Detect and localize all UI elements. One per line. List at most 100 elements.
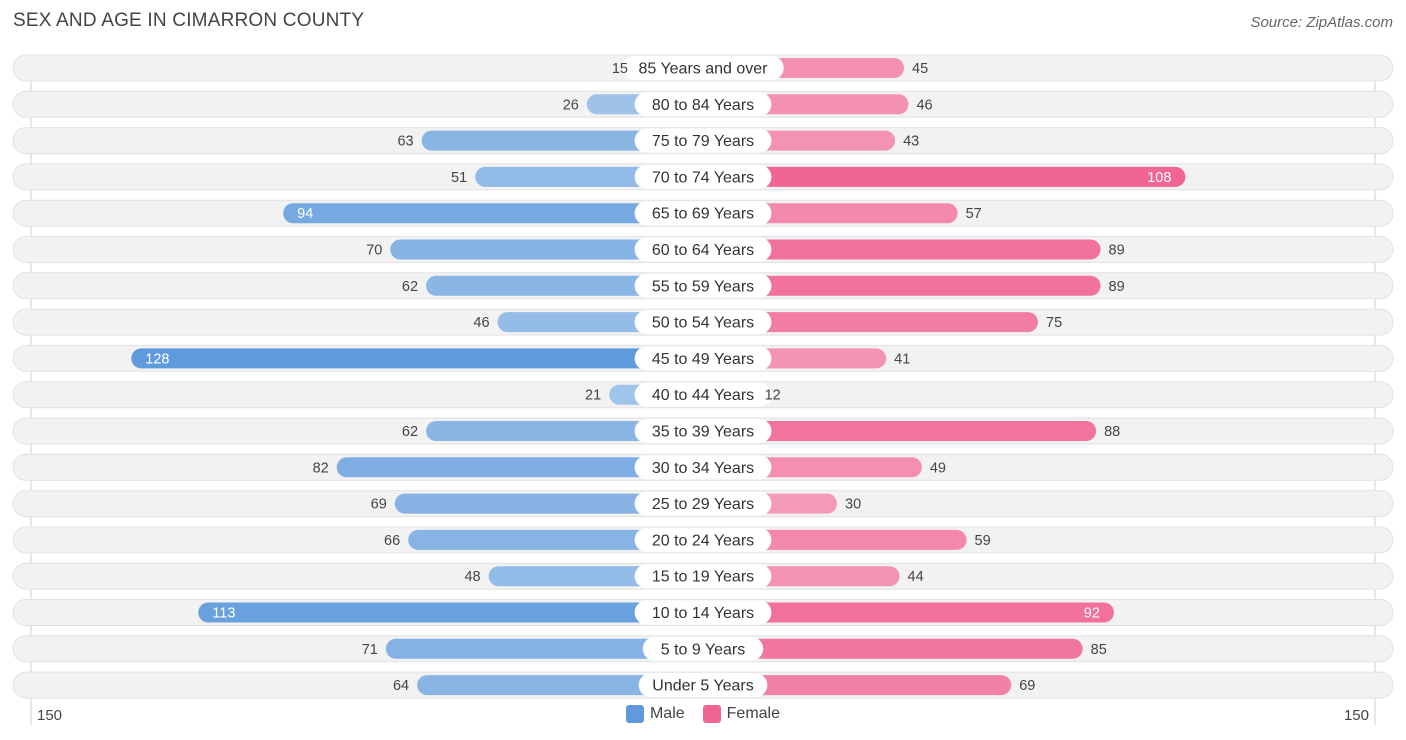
row-label: 50 to 54 Years [652, 315, 754, 332]
value-label-female: 44 [908, 569, 924, 585]
row-label-pill [634, 273, 772, 298]
value-label-female: 75 [1046, 315, 1062, 331]
chart-row: 5 to 9 Years 71 85 [12, 635, 1394, 663]
bar-female [703, 166, 1186, 187]
value-label-male: 48 [464, 569, 480, 585]
value-label-female: 46 [916, 97, 932, 113]
value-label-male: 82 [313, 460, 329, 476]
chart-row: 35 to 39 Years 62 88 [12, 417, 1394, 445]
row-label: 5 to 9 Years [661, 641, 746, 658]
row-label-pill [634, 527, 772, 552]
chart-row: 10 to 14 Years 113 92 [12, 599, 1394, 626]
bar-female [703, 421, 1097, 441]
bar-male [283, 203, 703, 224]
bar-male [131, 348, 703, 369]
bar-male [394, 493, 703, 514]
bar-male [426, 275, 703, 296]
row-label: 55 to 59 Years [652, 278, 754, 295]
bar-male [336, 457, 703, 478]
bar-female [703, 602, 1114, 623]
chart-row: 80 to 84 Years 26 46 [12, 90, 1394, 118]
legend-item-male[interactable]: Male [625, 705, 685, 723]
row-label: 80 to 84 Years [652, 97, 754, 114]
chart-row: 40 to 44 Years 21 12 [12, 381, 1394, 409]
value-label-male: 71 [362, 642, 378, 658]
chart-row: 70 to 74 Years 51 108 [12, 163, 1394, 191]
value-label-male: 113 [212, 606, 235, 622]
value-label-female: 69 [1019, 678, 1035, 694]
bar-male [408, 529, 703, 550]
chart-row: 45 to 49 Years 128 41 [12, 344, 1394, 372]
source-credit: Source: ZipAtlas.com [1250, 14, 1393, 31]
row-label-pill [634, 382, 772, 407]
bar-female [703, 275, 1101, 296]
value-label-male: 62 [402, 424, 418, 440]
value-label-female: 41 [894, 351, 910, 367]
value-label-female: 108 [1147, 170, 1171, 186]
row-label: 45 to 49 Years [652, 351, 754, 368]
value-label-female: 43 [903, 134, 919, 150]
value-label-male: 128 [145, 351, 169, 367]
chart-row: 65 to 69 Years 94 57 [12, 199, 1394, 227]
bar-male [198, 602, 703, 623]
row-label: 65 to 69 Years [652, 206, 754, 223]
row-label-pill [634, 419, 772, 443]
chart-row: 50 to 54 Years 46 75 [12, 308, 1394, 336]
row-label: 35 to 39 Years [652, 424, 754, 441]
row-label: 40 to 44 Years [652, 387, 754, 404]
value-label-female: 89 [1109, 243, 1125, 259]
value-label-male: 66 [384, 533, 400, 549]
row-label: 10 to 14 Years [652, 605, 754, 622]
row-label: 60 to 64 Years [652, 242, 754, 259]
value-label-female: 92 [1084, 606, 1100, 622]
row-label-pill [634, 164, 772, 189]
row-label-pill [642, 636, 764, 661]
row-label-pill [634, 564, 772, 589]
bar-female [703, 239, 1101, 260]
value-label-male: 26 [563, 97, 579, 113]
bar-male [421, 130, 703, 151]
row-label-pill [622, 56, 784, 80]
row-label-pill [634, 237, 772, 262]
chart-row: 55 to 59 Years 62 89 [12, 272, 1394, 300]
chart-row: 85 Years and over 15 45 [12, 54, 1394, 82]
value-label-male: 51 [451, 170, 467, 186]
row-label: 30 to 34 Years [652, 460, 754, 477]
row-label: 25 to 29 Years [652, 496, 754, 513]
value-label-male: 15 [612, 61, 628, 77]
bar-male [390, 239, 703, 260]
value-label-female: 12 [765, 388, 781, 404]
row-label: Under 5 Years [652, 678, 753, 695]
legend-label-male: Male [649, 705, 685, 722]
value-label-female: 89 [1109, 279, 1125, 295]
value-label-male: 70 [366, 243, 382, 259]
value-label-male: 46 [473, 315, 489, 331]
chart-row: Under 5 Years 64 69 [12, 671, 1394, 699]
row-label-pill [634, 491, 772, 516]
row-label-pill [634, 310, 772, 335]
chart-title: SEX AND AGE IN CIMARRON COUNTY [13, 10, 365, 31]
value-label-female: 49 [930, 460, 946, 476]
chart-row: 30 to 34 Years 82 49 [12, 453, 1394, 481]
legend-swatch-female [702, 705, 721, 723]
row-label-pill [634, 128, 772, 153]
value-label-female: 57 [966, 206, 982, 222]
value-label-male: 69 [371, 497, 387, 513]
axis-right-max-label: 150 [1343, 707, 1369, 724]
value-label-male: 64 [393, 678, 409, 694]
row-label: 15 to 19 Years [652, 569, 754, 586]
chart-legend: Male Female [0, 705, 1406, 723]
chart-row: 60 to 64 Years 70 89 [12, 236, 1394, 263]
axis-left-max-label: 150 [37, 707, 63, 724]
row-label: 85 Years and over [639, 61, 769, 78]
chart-row: 75 to 79 Years 63 43 [12, 127, 1394, 155]
legend-swatch-male [625, 705, 644, 723]
value-label-male: 21 [585, 388, 601, 404]
bar-male [385, 638, 703, 659]
bar-female [703, 312, 1038, 333]
value-label-female: 30 [845, 497, 861, 513]
legend-item-female[interactable]: Female [702, 705, 780, 723]
value-label-female: 88 [1104, 424, 1120, 440]
bar-male [426, 421, 703, 441]
row-label-pill [634, 455, 772, 480]
